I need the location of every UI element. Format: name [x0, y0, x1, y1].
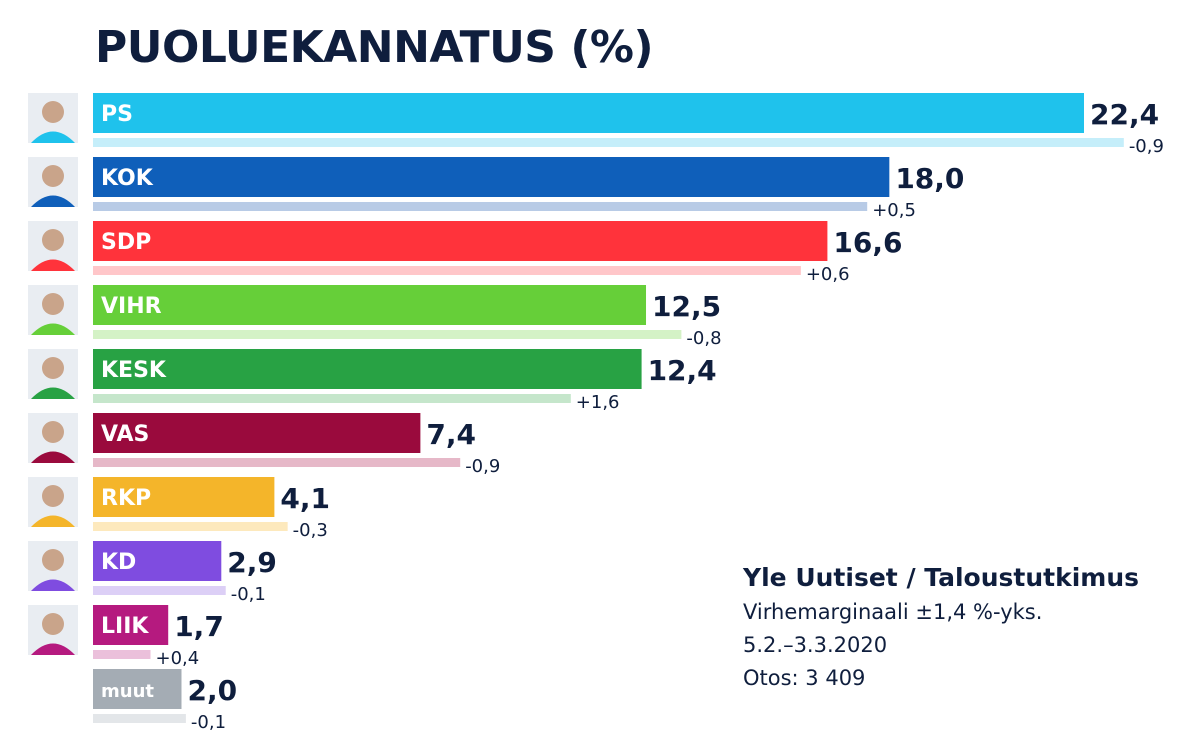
value-label-kesk: 12,4	[648, 354, 717, 387]
previous-bar-rkp	[93, 522, 288, 531]
avatar-body-icon	[31, 195, 75, 207]
avatar-head-icon	[42, 485, 64, 507]
avatar-body-icon	[31, 259, 75, 271]
bar-vas	[93, 413, 421, 453]
value-label-kok: 18,0	[895, 162, 964, 195]
change-label-kok: +0,5	[872, 200, 916, 221]
previous-bar-vihr	[93, 330, 682, 339]
bar-sdp	[93, 221, 828, 261]
bar-label-vas: VAS	[101, 422, 149, 447]
bar-label-rkp: RKP	[101, 486, 151, 511]
bar-label-kd: KD	[101, 550, 136, 575]
bar-label-ps: PS	[101, 102, 133, 127]
previous-bar-kok	[93, 202, 868, 211]
change-label-vihr: -0,8	[686, 328, 721, 349]
value-label-rkp: 4,1	[280, 482, 330, 515]
bar-rkp	[93, 477, 275, 517]
change-label-kesk: +1,6	[576, 392, 620, 413]
change-label-kd: -0,1	[231, 584, 266, 605]
value-label-liik: 1,7	[174, 610, 224, 643]
avatar-body-icon	[31, 579, 75, 591]
bar-kok	[93, 157, 890, 197]
value-label-vas: 7,4	[426, 418, 476, 451]
avatar-head-icon	[42, 101, 64, 123]
avatar-head-icon	[42, 293, 64, 315]
bar-muut	[93, 669, 182, 709]
avatar-head-icon	[42, 229, 64, 251]
change-label-sdp: +0,6	[806, 264, 850, 285]
bar-label-kesk: KESK	[101, 358, 167, 383]
bar-label-muut: muut	[101, 681, 154, 702]
chart-title: PUOLUEKANNATUS (%)	[95, 22, 654, 73]
value-label-sdp: 16,6	[833, 226, 902, 259]
previous-bar-muut	[93, 714, 186, 723]
change-label-rkp: -0,3	[293, 520, 328, 541]
sample-size: Otos: 3 409	[743, 666, 866, 690]
previous-bar-ps	[93, 138, 1124, 147]
value-label-muut: 2,0	[187, 674, 237, 707]
avatar-head-icon	[42, 613, 64, 635]
source-title: Yle Uutiset / Taloustutkimus	[743, 563, 1140, 592]
previous-bar-vas	[93, 458, 461, 467]
avatar-body-icon	[31, 451, 75, 463]
change-label-vas: -0,9	[465, 456, 500, 477]
value-label-vihr: 12,5	[652, 290, 721, 323]
avatar-body-icon	[31, 131, 75, 143]
avatar-head-icon	[42, 165, 64, 187]
previous-bar-liik	[93, 650, 151, 659]
bar-label-sdp: SDP	[101, 230, 151, 255]
bar-ps	[93, 93, 1084, 133]
source-block: Yle Uutiset / Taloustutkimus Virhemargin…	[743, 560, 1139, 695]
value-label-kd: 2,9	[227, 546, 277, 579]
margin-of-error: Virhemarginaali ±1,4 %-yks.	[743, 600, 1043, 624]
change-label-ps: -0,9	[1129, 136, 1164, 157]
bar-label-vihr: VIHR	[101, 294, 162, 319]
bar-liik	[93, 605, 169, 645]
avatar-head-icon	[42, 421, 64, 443]
value-label-ps: 22,4	[1090, 98, 1159, 131]
change-label-liik: +0,4	[156, 648, 200, 669]
bar-kesk	[93, 349, 642, 389]
survey-dates: 5.2.–3.3.2020	[743, 633, 888, 657]
bar-label-kok: KOK	[101, 166, 154, 191]
previous-bar-kesk	[93, 394, 571, 403]
bar-vihr	[93, 285, 647, 325]
bar-kd	[93, 541, 222, 581]
avatar-body-icon	[31, 643, 75, 655]
bar-label-liik: LIIK	[101, 614, 149, 639]
avatar-body-icon	[31, 387, 75, 399]
avatar-body-icon	[31, 515, 75, 527]
previous-bar-kd	[93, 586, 226, 595]
change-label-muut: -0,1	[191, 712, 226, 733]
avatar-head-icon	[42, 549, 64, 571]
avatar-body-icon	[31, 323, 75, 335]
previous-bar-sdp	[93, 266, 801, 275]
avatar-head-icon	[42, 357, 64, 379]
